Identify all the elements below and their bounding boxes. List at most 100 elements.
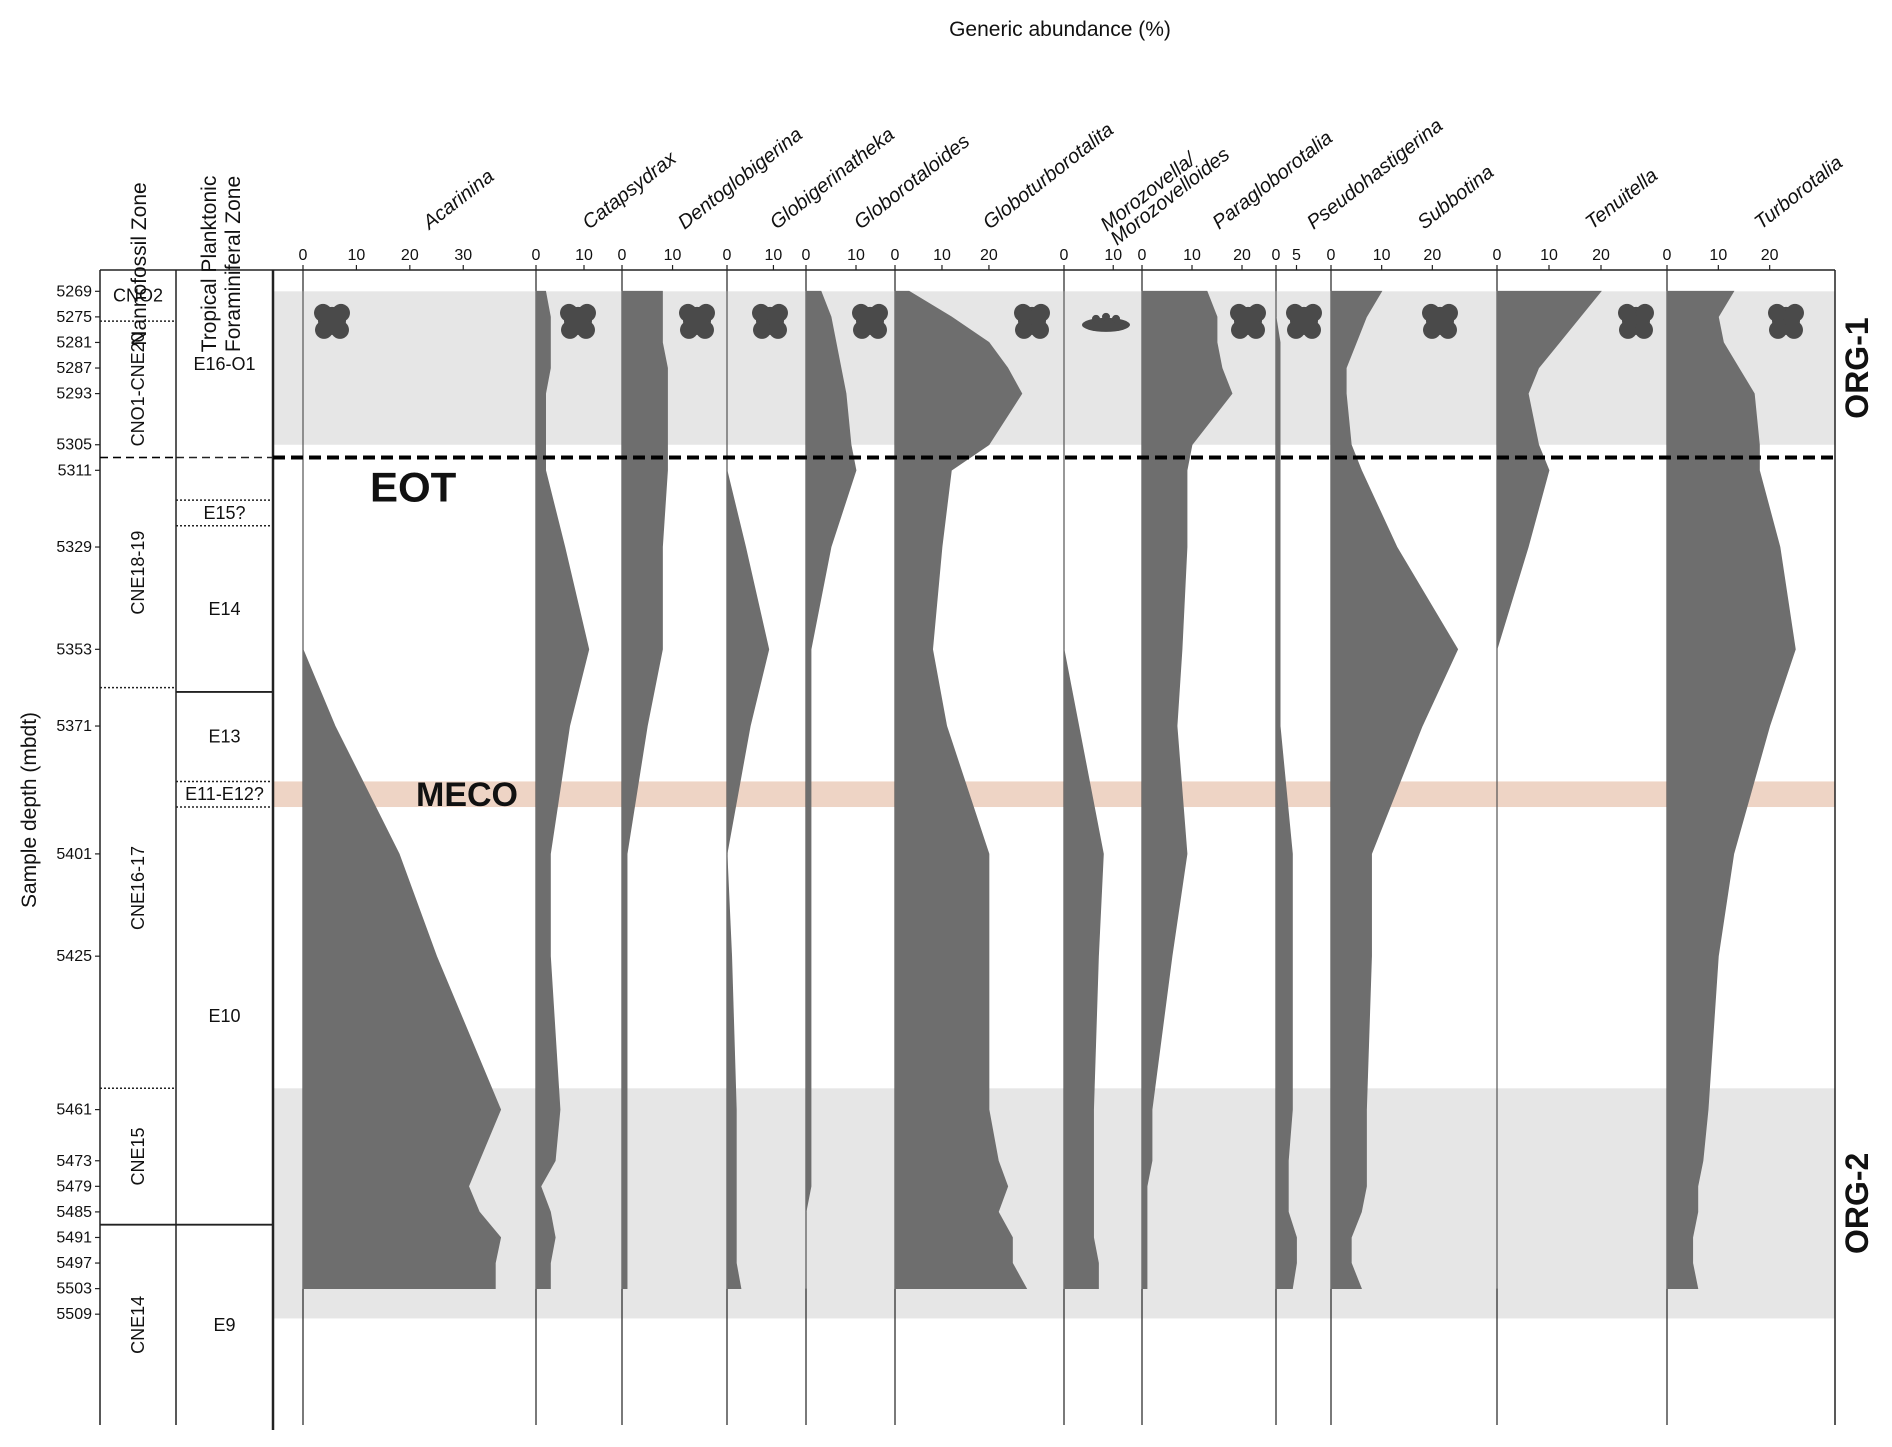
abundance-tick-label: 10 <box>1540 247 1558 264</box>
foram-zone-label: E14 <box>208 599 240 619</box>
zone-columns: Nannofossil Zone Tropical Planktonic For… <box>100 176 273 1354</box>
fossil-shape <box>1768 303 1786 322</box>
fossil-shape <box>696 320 714 339</box>
fossil-silhouette <box>1286 303 1322 339</box>
org-interval-band-2 <box>273 1088 1835 1319</box>
abundance-tick-label: 30 <box>454 247 472 264</box>
abundance-tick-label: 20 <box>1761 247 1779 264</box>
abundance-tick-label: 0 <box>1060 247 1069 264</box>
abundance-tick-label: 0 <box>299 247 308 264</box>
fossil-silhouette <box>314 303 350 339</box>
fossil-shape <box>1303 320 1321 339</box>
chart-title: Generic abundance (%) <box>949 18 1171 41</box>
fossil-shape <box>1102 312 1110 321</box>
fossil-shape <box>1248 303 1266 322</box>
abundance-tick-label: 0 <box>618 247 627 264</box>
fossil-shape <box>315 320 333 339</box>
genus-label: Tenuitella <box>1582 164 1662 234</box>
fossil-shape <box>1287 320 1305 339</box>
fossil-shape <box>1440 303 1458 322</box>
org-interval-band-1 <box>273 291 1835 445</box>
fossil-shape <box>1618 303 1636 322</box>
fossil-shape <box>1247 320 1265 339</box>
abundance-tick-label: 10 <box>348 247 366 264</box>
depth-tick-label: 5353 <box>56 641 92 658</box>
fossil-shape <box>680 320 698 339</box>
nanno-zone-label: CNE16-17 <box>128 846 148 930</box>
fossil-silhouette <box>1768 303 1804 339</box>
fossil-shape <box>869 320 887 339</box>
fossil-shape <box>1231 320 1249 339</box>
abundance-tick-label: 5 <box>1292 247 1301 264</box>
depth-tick-label: 5305 <box>56 437 92 454</box>
fossil-shape <box>577 320 595 339</box>
abundance-area-4 <box>726 291 770 1290</box>
fossil-shape <box>1092 314 1100 323</box>
nannofossil-zone-header: Nannofossil Zone <box>128 182 151 345</box>
abundance-tick-label: 0 <box>1272 247 1281 264</box>
depth-tick-label: 5371 <box>56 718 92 735</box>
abundance-tick-label: 0 <box>723 247 732 264</box>
fossil-shape <box>1286 303 1304 322</box>
fossil-shape <box>870 303 888 322</box>
fossil-shape <box>679 303 697 322</box>
genus-label: Acarinina <box>418 165 498 234</box>
abundance-area-10 <box>1330 290 1459 1290</box>
genus-label: Catapsydrax <box>579 147 682 234</box>
depth-tick-label: 5491 <box>56 1229 92 1246</box>
abundance-tick-label: 20 <box>980 247 998 264</box>
abundance-area-5 <box>805 290 857 1289</box>
foram-zone-label: E9 <box>213 1315 235 1335</box>
fossil-shape <box>1785 320 1803 339</box>
y-axis-label: Sample depth (mbdt) <box>18 712 41 908</box>
abundance-tick-label: 20 <box>1592 247 1610 264</box>
depth-tick-label: 5401 <box>56 846 92 863</box>
depth-tick-label: 5269 <box>56 283 92 300</box>
fossil-shape <box>1786 303 1804 322</box>
org-interval-label-1: ORG-1 <box>1839 317 1875 418</box>
depth-tick-label: 5509 <box>56 1306 92 1323</box>
abundance-tick-label: 0 <box>1327 247 1336 264</box>
fossil-shape <box>697 303 715 322</box>
fossil-shape <box>561 320 579 339</box>
fossil-shape <box>852 303 870 322</box>
eot-label: EOT <box>370 464 457 511</box>
foram-zone-label: E10 <box>208 1006 240 1026</box>
abundance-area-9 <box>1275 291 1297 1290</box>
abundance-tick-label: 10 <box>847 247 865 264</box>
depth-tick-label: 5497 <box>56 1255 92 1272</box>
abundance-tick-label: 10 <box>664 247 682 264</box>
depth-tick-label: 5485 <box>56 1204 92 1221</box>
nanno-zone-label: CNE15 <box>128 1127 148 1185</box>
abundance-area-1 <box>302 291 502 1290</box>
abundance-area-6 <box>894 290 1028 1290</box>
fossil-shape <box>770 303 788 322</box>
fossil-shape <box>769 320 787 339</box>
fossil-silhouette <box>1422 303 1458 339</box>
fossil-shape <box>1230 303 1248 322</box>
nanno-zone-label: CNE18-19 <box>128 531 148 615</box>
chart-frame: 5269 5275 5281 5287 5293 5305 5311 5329 5353 5371… <box>56 269 1836 1430</box>
foram-zone-header-line-2: Foraminiferal Zone <box>222 176 245 352</box>
fossil-shape <box>752 303 770 322</box>
fossil-shape <box>1031 320 1049 339</box>
depth-tick-label: 5329 <box>56 539 92 556</box>
fossil-silhouette <box>852 303 888 339</box>
depth-tick-label: 5425 <box>56 948 92 965</box>
abundance-tick-label: 10 <box>1709 247 1727 264</box>
abundance-area-12 <box>1666 290 1796 1290</box>
depth-tick-label: 5479 <box>56 1178 92 1195</box>
abundance-tick-label: 10 <box>575 247 593 264</box>
abundance-tick-label: 10 <box>1183 247 1201 264</box>
foram-zone-label: E15? <box>203 503 245 523</box>
foram-zone-header-line-1: Tropical Planktonic <box>198 176 221 353</box>
fossil-silhouette <box>1014 303 1050 339</box>
abundance-area-3 <box>621 290 668 1290</box>
abundance-tick-label: 20 <box>401 247 419 264</box>
fossil-shape <box>1422 303 1440 322</box>
fossil-shape <box>853 320 871 339</box>
genus-label: Subbotina <box>1414 161 1499 234</box>
abundance-tick-label: 0 <box>1663 247 1672 264</box>
fossil-shape <box>314 303 332 322</box>
